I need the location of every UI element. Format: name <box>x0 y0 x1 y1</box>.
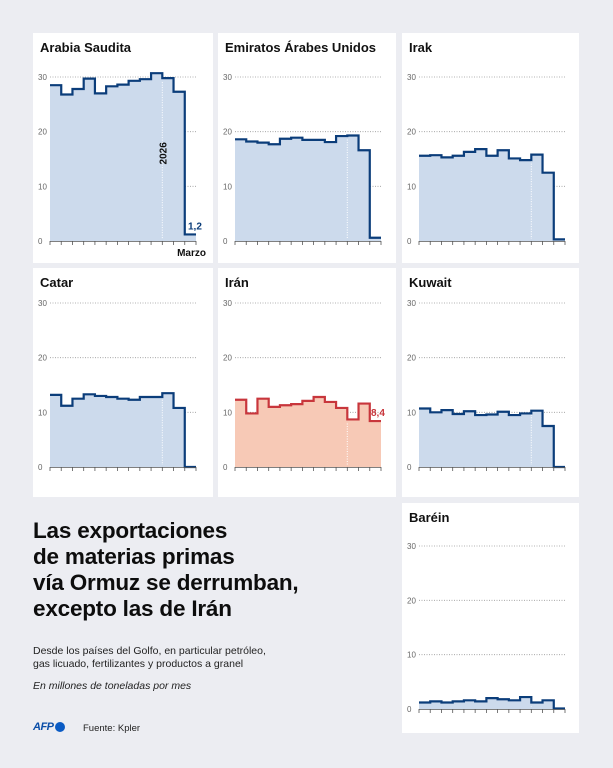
source-credit: Fuente: Kpler <box>83 723 141 734</box>
svg-text:10: 10 <box>38 182 47 191</box>
panel-title: Emiratos Árabes Unidos <box>225 40 376 55</box>
chart-panel: Irán 0 10 20 30 8,4 <box>218 268 396 497</box>
svg-text:10: 10 <box>223 182 232 191</box>
svg-text:20: 20 <box>38 354 47 363</box>
step-chart: 0 10 20 30 <box>407 299 566 472</box>
step-chart: 0 10 20 30 <box>407 73 566 246</box>
svg-text:0: 0 <box>407 237 412 246</box>
svg-text:30: 30 <box>223 299 232 308</box>
afp-logo-text: AFP <box>33 721 54 733</box>
panel-title: Irak <box>409 40 433 55</box>
svg-text:20: 20 <box>407 596 416 605</box>
chart-panel: Arabia Saudita 0 10 20 30 1,2 2026 Marzo <box>33 33 213 263</box>
last-value-label: 1,2 <box>188 221 202 232</box>
step-chart: 0 10 20 30 <box>38 299 197 472</box>
headline-line: de materias primas <box>33 544 235 569</box>
headline-line: Las exportaciones <box>33 518 228 543</box>
headline-line: excepto las de Irán <box>33 596 232 621</box>
afp-logo: AFP <box>33 721 65 733</box>
panel-title: Baréin <box>409 510 450 525</box>
svg-text:20: 20 <box>223 128 232 137</box>
svg-text:30: 30 <box>407 542 416 551</box>
step-chart: 0 10 20 30 <box>407 542 566 714</box>
svg-text:30: 30 <box>38 299 47 308</box>
svg-text:20: 20 <box>38 128 47 137</box>
subtitle-line: gas licuado, fertilizantes y productos a… <box>33 658 244 670</box>
panel-title: Kuwait <box>409 275 452 290</box>
svg-text:30: 30 <box>407 299 416 308</box>
year-marker-label: 2026 <box>158 142 169 165</box>
svg-text:20: 20 <box>223 354 232 363</box>
chart-panel: Emiratos Árabes Unidos 0 10 20 30 <box>218 33 396 263</box>
afp-logo-dot-icon <box>54 722 65 732</box>
chart-panel: Kuwait 0 10 20 30 <box>402 268 579 497</box>
svg-text:0: 0 <box>223 463 228 472</box>
last-month-label: Marzo <box>177 248 206 259</box>
svg-text:30: 30 <box>223 73 232 82</box>
panel-title: Catar <box>40 275 74 290</box>
svg-text:10: 10 <box>38 408 47 417</box>
svg-text:10: 10 <box>407 408 416 417</box>
panel-title: Irán <box>225 275 249 290</box>
svg-text:0: 0 <box>407 463 412 472</box>
svg-text:0: 0 <box>38 463 43 472</box>
svg-text:30: 30 <box>407 73 416 82</box>
svg-text:0: 0 <box>38 237 43 246</box>
svg-text:30: 30 <box>38 73 47 82</box>
headline: Las exportaciones de materias primas vía… <box>33 518 299 622</box>
chart-panel: Catar 0 10 20 30 <box>33 268 213 497</box>
chart-panel: Baréin 0 10 20 30 <box>402 503 579 733</box>
svg-text:20: 20 <box>407 128 416 137</box>
chart-panel: Irak 0 10 20 30 <box>402 33 579 263</box>
svg-text:10: 10 <box>407 182 416 191</box>
step-chart: 0 10 20 30 <box>223 73 382 246</box>
svg-text:10: 10 <box>223 408 232 417</box>
step-chart: 0 10 20 30 1,2 2026 Marzo <box>38 72 206 259</box>
subtitle: Desde los países del Golfo, en particula… <box>33 645 303 671</box>
subtitle-line: Desde los países del Golfo, en particula… <box>33 645 266 657</box>
svg-text:10: 10 <box>407 651 416 660</box>
svg-text:0: 0 <box>223 237 228 246</box>
units-note: En millones de toneladas por mes <box>33 680 192 692</box>
step-chart: 0 10 20 30 8,4 <box>223 299 385 472</box>
svg-text:20: 20 <box>407 354 416 363</box>
svg-text:0: 0 <box>407 705 412 714</box>
panel-title: Arabia Saudita <box>40 40 132 55</box>
headline-line: vía Ormuz se derrumban, <box>33 570 299 595</box>
last-value-label: 8,4 <box>371 408 385 419</box>
